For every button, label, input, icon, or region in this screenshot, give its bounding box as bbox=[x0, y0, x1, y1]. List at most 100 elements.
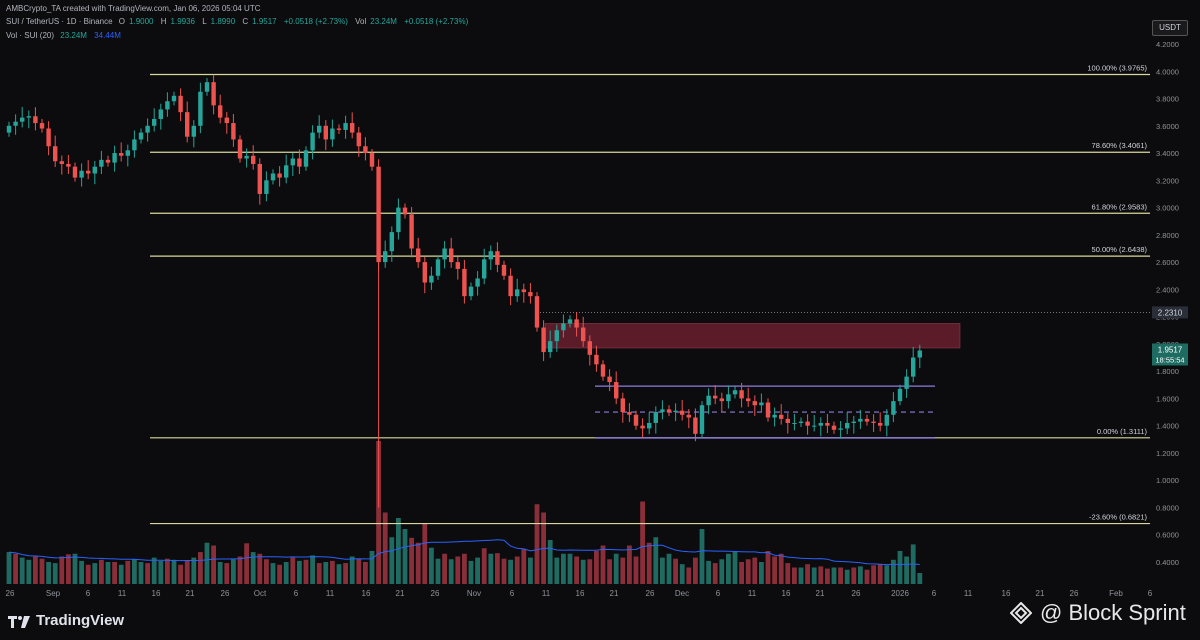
candle-body bbox=[752, 401, 757, 406]
y-tick-label: 0.6000 bbox=[1156, 531, 1179, 540]
block-sprint-brand: @ Block Sprint bbox=[1009, 600, 1186, 626]
volume-bar bbox=[904, 556, 909, 584]
y-tick-label: 1.6000 bbox=[1156, 394, 1179, 403]
candle-body bbox=[26, 116, 31, 118]
volume-bar bbox=[191, 557, 197, 584]
candle-body bbox=[488, 251, 493, 260]
volume-bar bbox=[825, 568, 830, 584]
volume-indicator-legend[interactable]: Vol · SUI (20) 23.24M 34.44M bbox=[6, 31, 126, 40]
candle-body bbox=[53, 146, 58, 162]
volume-bar bbox=[594, 551, 599, 584]
candle-body bbox=[138, 132, 144, 140]
candle-body bbox=[402, 207, 408, 215]
volume-bar bbox=[409, 537, 414, 584]
volume-bar bbox=[706, 560, 711, 584]
x-tick-label: Nov bbox=[467, 589, 481, 598]
candle-body bbox=[475, 278, 480, 287]
candle-body bbox=[666, 409, 672, 413]
volume-bar bbox=[699, 529, 705, 584]
candle-body bbox=[660, 409, 665, 413]
x-tick-label: 21 bbox=[186, 589, 195, 598]
open-label: O bbox=[118, 17, 126, 26]
candle-body bbox=[541, 327, 546, 353]
volume-bar bbox=[640, 501, 645, 584]
volume-bar bbox=[448, 559, 454, 584]
volume-bar bbox=[310, 555, 315, 584]
candle-body bbox=[323, 125, 328, 140]
candle-body bbox=[303, 150, 309, 167]
fib-level-label: 61.80% (2.9583) bbox=[1092, 202, 1148, 211]
volume-bar bbox=[402, 529, 408, 584]
price-axis[interactable]: 4.2000 4.0000 3.8000 3.6000 3.4000 3.2000 3.00… bbox=[1156, 40, 1179, 567]
candle-body bbox=[706, 395, 711, 406]
candle-body bbox=[396, 207, 401, 233]
candle-body bbox=[792, 422, 797, 424]
volume-bar bbox=[211, 545, 216, 584]
volume-bar bbox=[237, 556, 243, 584]
candle-body bbox=[6, 125, 12, 133]
x-tick-label: 11 bbox=[748, 589, 757, 598]
y-tick-label: 1.0000 bbox=[1156, 476, 1179, 485]
candle-body bbox=[218, 105, 223, 118]
candle-body bbox=[145, 125, 150, 133]
volume-bar bbox=[897, 551, 903, 584]
candle-body bbox=[105, 159, 111, 163]
chart-attribution: AMBCrypto_TA created with TradingView.co… bbox=[6, 4, 261, 13]
volume-bar bbox=[745, 559, 751, 584]
candle-body bbox=[574, 319, 579, 328]
volume-bar bbox=[250, 552, 256, 584]
volume-bar bbox=[547, 540, 553, 584]
y-tick-label: 4.0000 bbox=[1156, 67, 1179, 76]
volume-bar bbox=[6, 552, 12, 584]
x-tick-label: 6 bbox=[932, 589, 937, 598]
volume-bar bbox=[145, 563, 150, 584]
volume-bar bbox=[620, 557, 626, 584]
candle-body bbox=[785, 418, 790, 423]
volume-bar bbox=[290, 557, 296, 584]
candle-body bbox=[171, 95, 177, 102]
volume-bar bbox=[132, 559, 137, 584]
x-tick-label: 11 bbox=[542, 589, 551, 598]
x-tick-label: 16 bbox=[362, 589, 371, 598]
volume-bar bbox=[118, 564, 124, 584]
x-tick-label: 21 bbox=[816, 589, 825, 598]
candle-body bbox=[845, 422, 850, 429]
x-tick-label: 16 bbox=[576, 589, 585, 598]
volume-bar bbox=[376, 441, 381, 584]
volume-bar bbox=[178, 564, 183, 584]
candle-body bbox=[178, 95, 183, 113]
volume-bar bbox=[429, 547, 434, 584]
candlesticks bbox=[6, 74, 922, 508]
candle-body bbox=[528, 292, 533, 297]
volume-bar bbox=[686, 567, 692, 584]
volume-bar bbox=[171, 559, 177, 584]
volume-bar bbox=[712, 563, 718, 584]
candle-body bbox=[779, 414, 784, 419]
volume-bar bbox=[59, 556, 65, 584]
volume-bar bbox=[917, 573, 923, 584]
candle-body bbox=[904, 376, 909, 389]
volume-bar bbox=[99, 559, 104, 584]
currency-selector[interactable]: USDT bbox=[1152, 20, 1188, 36]
x-tick-label: 21 bbox=[1036, 589, 1045, 598]
volume-bar bbox=[297, 560, 302, 584]
candle-body bbox=[699, 405, 705, 434]
time-axis[interactable]: 26 Sep 6 11 16 21 26 Oct 6 11 16 21 26 Nov 6 11 16 21 26 De… bbox=[6, 589, 1153, 598]
candle-body bbox=[20, 117, 25, 122]
volume-indicator-v1: 23.24M bbox=[60, 31, 87, 40]
volume-bar bbox=[838, 567, 843, 584]
candle-body bbox=[732, 390, 738, 395]
volume-bar bbox=[158, 560, 164, 584]
candle-body bbox=[851, 421, 856, 423]
volume-bar bbox=[475, 557, 480, 584]
volume-bar bbox=[660, 557, 665, 584]
volume-bar bbox=[719, 559, 725, 584]
y-tick-label: 1.4000 bbox=[1156, 422, 1179, 431]
candle-body bbox=[442, 248, 447, 260]
volume-bar bbox=[534, 504, 540, 584]
candle-body bbox=[59, 161, 64, 164]
volume-bar bbox=[72, 553, 78, 584]
volume-bar bbox=[488, 553, 494, 584]
